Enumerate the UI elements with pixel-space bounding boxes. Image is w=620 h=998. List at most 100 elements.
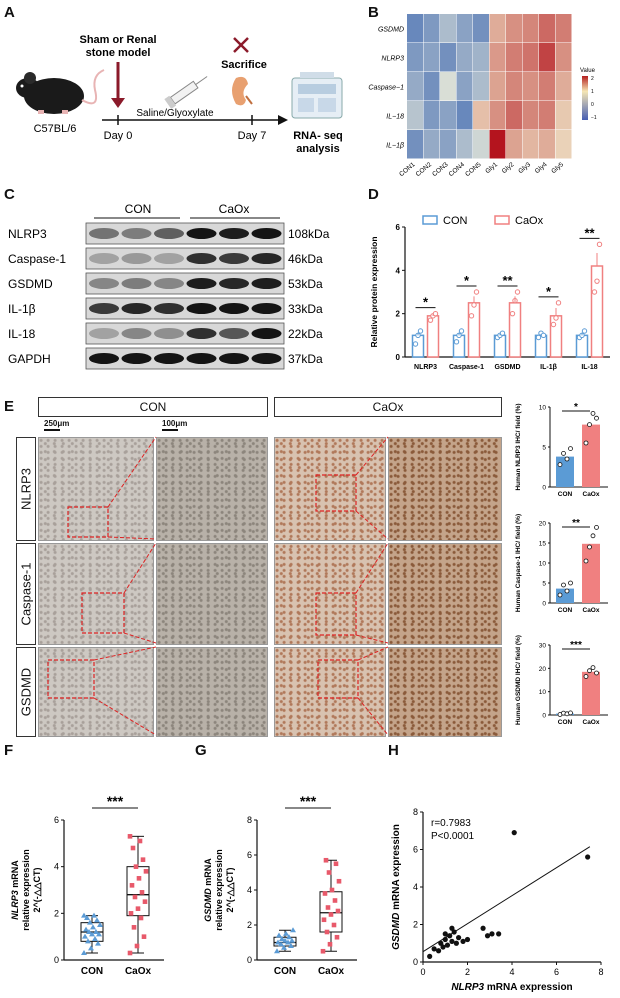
box-y-tick-label: 0 <box>247 955 252 965</box>
ihc-image <box>388 647 502 737</box>
heatmap-cell <box>506 130 522 159</box>
ihc-chart-point <box>590 665 596 671</box>
box-data-point <box>329 887 335 893</box>
ihc-col-header-con: CON <box>38 397 268 417</box>
ihc-image <box>156 437 268 541</box>
scatter-point <box>447 933 453 939</box>
box-data-point <box>289 937 295 943</box>
box-data-point <box>131 925 137 930</box>
bar-data-point <box>514 289 521 295</box>
blot-size-label: 46kDa <box>288 252 323 266</box>
blot-group-caox: CaOx <box>219 202 250 216</box>
blot-band <box>186 253 217 264</box>
box-data-point <box>133 864 139 869</box>
heatmap-cell <box>440 130 456 159</box>
scatter-point <box>451 929 457 935</box>
blot-band <box>251 228 282 239</box>
ihc-chart-y-tick-label: 30 <box>539 643 547 650</box>
blot-band <box>251 353 282 364</box>
heatmap-cell <box>539 130 555 159</box>
ihc-chart-point <box>568 580 573 586</box>
bar-category-label: IL-1β <box>540 364 557 371</box>
blot-size-label: 53kDa <box>288 277 323 291</box>
ihc-chart-point <box>568 446 573 451</box>
heatmap-col-label: Gly5 <box>550 161 565 175</box>
ihc-chart-point <box>561 451 566 456</box>
heatmap-cell <box>423 72 440 101</box>
bar-data-point <box>509 310 516 317</box>
heatmap-cell <box>473 130 489 159</box>
box-data-point <box>282 937 288 943</box>
panel-label-a: A <box>4 4 15 21</box>
panel-g-box-plot: 0 2 4 6 8 GSDMD mRNA relative expression 2^(-△△… <box>193 740 388 993</box>
bar-category-label: GSDMD <box>494 364 520 371</box>
box-category-label: CaOx <box>125 966 152 977</box>
heatmap-cell <box>555 72 572 101</box>
box-data-point <box>88 945 94 951</box>
timeline-arrowhead <box>278 115 288 125</box>
heatmap-cell <box>440 72 456 101</box>
scatter-point <box>460 938 466 944</box>
heatmap-cell <box>489 101 506 130</box>
box-data-point <box>127 950 133 956</box>
bar-legend-swatch <box>494 215 510 225</box>
ihc-chart-point <box>590 410 596 416</box>
ihc-chart-y-tick-label: 20 <box>539 521 547 528</box>
heatmap-row-label: IL−1β <box>386 143 404 150</box>
box-data-point <box>139 890 145 895</box>
heatmap-row-label: IL−18 <box>386 114 404 121</box>
box-data-point <box>132 894 138 900</box>
ihc-chart-point <box>564 588 570 594</box>
heatmap-cell <box>407 14 423 43</box>
bar-sig-label: * <box>546 284 552 299</box>
bar-sig-label: * <box>423 295 429 310</box>
box-data-point <box>321 917 327 923</box>
bar-y-tick-label: 2 <box>396 310 401 319</box>
bar-data-point <box>458 328 465 334</box>
panel-c-western-blot: CON CaOx NLRP3 108kDa Caspase-1 46kDa GSDMD 53k… <box>0 185 365 390</box>
ihc-chart-point <box>594 415 599 421</box>
heatmap-cell <box>456 14 473 43</box>
heatmap-cell <box>522 101 539 130</box>
heatmap-cell <box>407 72 423 101</box>
ihc-image <box>274 543 386 645</box>
box-data-point <box>322 891 328 896</box>
bar-sig-label: ** <box>584 225 595 240</box>
ihc-chart-point <box>583 558 589 564</box>
box-data-point <box>331 922 337 928</box>
bar-data-point <box>417 328 424 334</box>
box-y-label-line1: GSDMD mRNA <box>203 858 213 922</box>
ihc-chart-point <box>587 544 592 550</box>
scatter-p-value: P<0.0001 <box>431 831 475 842</box>
bar-caox <box>508 302 522 358</box>
blot-band <box>121 253 152 264</box>
box-data-point <box>142 899 148 904</box>
blot-band <box>186 353 217 364</box>
bar-category-label: Caspase-1 <box>449 364 484 371</box>
panel-f-box-plot: 0 2 4 6 NLRP3 mRNA relative expression 2^(-△△C… <box>0 740 195 993</box>
bar-legend-label: CaOx <box>515 215 544 227</box>
day7-label: Day 7 <box>238 130 267 142</box>
bar-data-point <box>594 278 600 284</box>
heatmap-cell <box>473 14 489 43</box>
heatmap-col-label: Gly4 <box>534 161 549 175</box>
ihc-chart-category: CaOx <box>583 491 600 498</box>
ihc-chart-point <box>557 462 563 467</box>
box-y-tick-label: 2 <box>54 908 59 918</box>
blot-band <box>154 328 184 339</box>
bar-caox <box>549 315 563 358</box>
bar-data-point <box>555 300 562 306</box>
box-y-tick-label: 4 <box>247 885 252 895</box>
blot-band <box>89 353 119 364</box>
heatmap-cell <box>555 130 572 159</box>
heatmap-cell <box>522 72 539 101</box>
syringe-icon <box>164 76 208 109</box>
heatmap-cell <box>489 72 506 101</box>
ihc-chart-y-tick-label: 0 <box>542 601 546 608</box>
box-data-point <box>127 834 133 839</box>
heatmap-cell <box>489 43 506 72</box>
box-data-point <box>323 857 329 863</box>
blot-band <box>251 328 282 339</box>
ihc-image <box>274 647 386 737</box>
box-data-point <box>290 927 296 933</box>
